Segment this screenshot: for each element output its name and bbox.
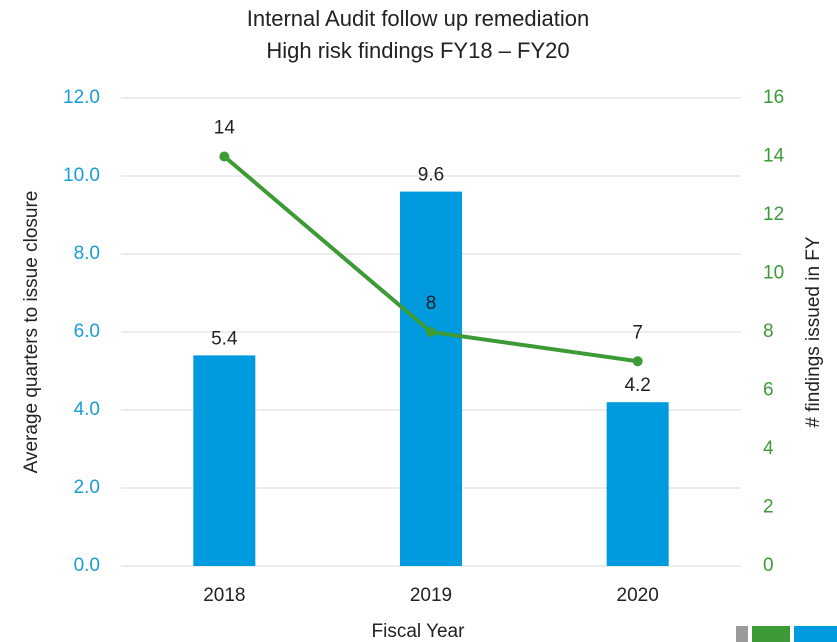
y2-tick-label: 10 — [763, 263, 784, 284]
logo-block — [736, 626, 748, 642]
y2-tick-label: 14 — [763, 146, 785, 167]
y-tick-label: 10.0 — [63, 165, 100, 186]
y2-tick-label: 2 — [763, 497, 774, 518]
y-tick-label: 6.0 — [74, 321, 100, 342]
logo-block — [752, 626, 790, 642]
bar — [193, 355, 256, 566]
y-tick-label: 8.0 — [74, 243, 100, 264]
y2-tick-label: 12 — [763, 204, 784, 225]
y-tick-label: 12.0 — [63, 87, 100, 108]
y-tick-label: 0.0 — [74, 555, 100, 576]
y2-tick-label: 4 — [763, 438, 774, 459]
y2-axis-label: # findings issued in FY — [803, 236, 824, 427]
bar — [400, 191, 462, 566]
data-label: 4.2 — [624, 375, 650, 396]
chart-subtitle: High risk findings FY18 – FY20 — [266, 38, 569, 63]
chart-title: Internal Audit follow up remediation — [247, 6, 589, 31]
data-label: 14 — [214, 118, 236, 139]
line-point — [219, 151, 230, 162]
x-tick-label: 2020 — [617, 585, 659, 606]
bar — [606, 402, 669, 566]
logo-block — [794, 626, 837, 642]
y2-tick-label: 0 — [763, 555, 774, 576]
y-axis-label: Average quarters to issue closure — [21, 191, 42, 474]
y-tick-label: 4.0 — [74, 399, 100, 420]
y2-tick-label: 8 — [763, 321, 774, 342]
line-point — [632, 356, 643, 367]
data-label: 8 — [426, 293, 437, 314]
data-label: 5.4 — [211, 328, 238, 349]
y-tick-label: 2.0 — [74, 477, 100, 498]
line-point — [426, 327, 436, 337]
data-label: 7 — [632, 322, 643, 343]
data-label: 9.6 — [418, 165, 444, 186]
y2-tick-label: 16 — [763, 87, 784, 108]
x-tick-label: 2018 — [203, 585, 245, 606]
x-tick-label: 2019 — [410, 585, 452, 606]
x-axis-label: Fiscal Year — [372, 621, 466, 642]
y2-tick-label: 6 — [763, 380, 774, 401]
